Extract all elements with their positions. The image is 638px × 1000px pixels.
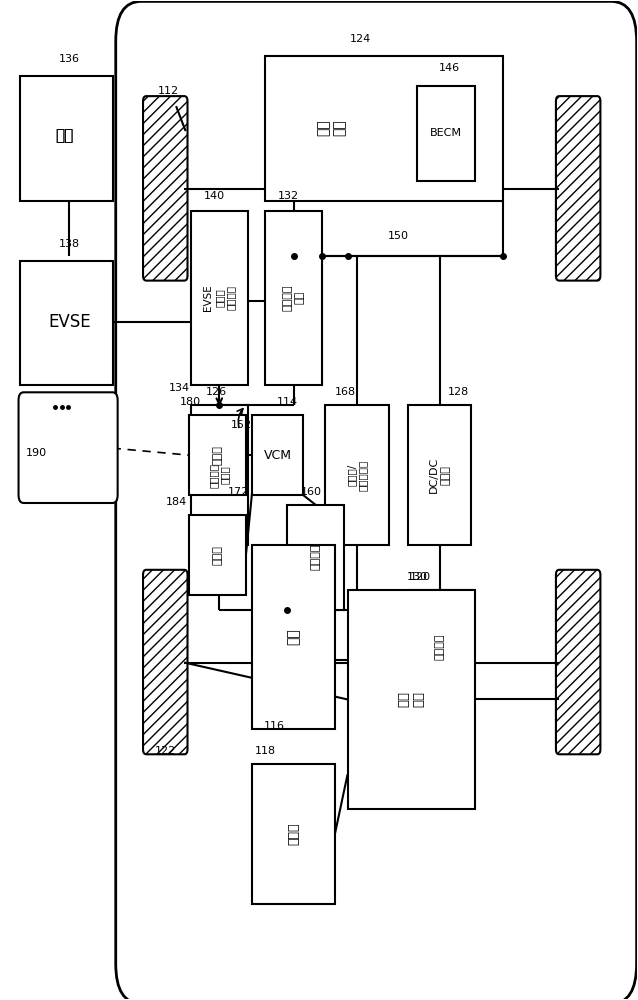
Bar xyxy=(252,545,335,729)
Text: 显示器: 显示器 xyxy=(212,445,223,465)
Text: 118: 118 xyxy=(255,746,276,756)
Text: 电机: 电机 xyxy=(286,628,300,645)
Text: 134: 134 xyxy=(169,383,190,393)
Bar xyxy=(189,415,246,495)
Bar xyxy=(265,211,322,385)
Bar xyxy=(325,405,389,545)
Text: 120: 120 xyxy=(410,572,431,582)
Text: 138: 138 xyxy=(59,239,80,249)
FancyBboxPatch shape xyxy=(143,96,188,281)
Text: EVSE: EVSE xyxy=(48,313,91,331)
Text: 136: 136 xyxy=(59,54,80,64)
Text: BECM: BECM xyxy=(430,128,462,138)
Bar xyxy=(417,86,475,181)
FancyBboxPatch shape xyxy=(19,392,117,503)
Text: 116: 116 xyxy=(264,721,285,731)
Bar xyxy=(252,415,303,495)
Bar xyxy=(265,56,503,201)
Text: 122: 122 xyxy=(154,746,176,756)
Text: 124: 124 xyxy=(350,34,371,44)
Text: 发动机: 发动机 xyxy=(287,823,300,845)
Bar xyxy=(191,405,248,545)
Text: 114: 114 xyxy=(277,397,298,407)
Text: 电力电子
逆变器: 电力电子 逆变器 xyxy=(209,463,230,488)
Bar xyxy=(189,515,246,595)
FancyBboxPatch shape xyxy=(556,96,600,281)
FancyBboxPatch shape xyxy=(115,1,637,1000)
Bar xyxy=(408,590,471,704)
Text: 180: 180 xyxy=(180,397,201,407)
Text: 牵引
电池: 牵引 电池 xyxy=(316,120,347,136)
Text: 146: 146 xyxy=(439,63,460,73)
Text: 电源: 电源 xyxy=(56,129,74,144)
Text: 充电灯: 充电灯 xyxy=(212,545,223,565)
Text: 152: 152 xyxy=(231,420,252,430)
Text: 辅助电池: 辅助电池 xyxy=(434,633,445,660)
Bar xyxy=(252,764,335,904)
Bar xyxy=(287,505,345,610)
Bar xyxy=(20,76,112,201)
Text: DC/DC
转换器: DC/DC 转换器 xyxy=(429,457,450,493)
Bar xyxy=(408,405,471,545)
Text: 电力转换
模块: 电力转换 模块 xyxy=(283,284,304,311)
Text: EVSE
连接器
充电端口: EVSE 连接器 充电端口 xyxy=(203,284,236,311)
Text: 126: 126 xyxy=(205,387,226,397)
Text: 140: 140 xyxy=(204,191,225,201)
Text: 160: 160 xyxy=(301,487,322,497)
Text: 电力负载: 电力负载 xyxy=(311,544,321,570)
Text: 184: 184 xyxy=(165,497,187,507)
Text: 172: 172 xyxy=(228,487,249,497)
Text: 190: 190 xyxy=(26,448,47,458)
Text: 168: 168 xyxy=(335,387,356,397)
Text: 传动
装置: 传动 装置 xyxy=(397,691,425,707)
Text: 132: 132 xyxy=(278,191,299,201)
Bar xyxy=(20,261,112,385)
Text: 128: 128 xyxy=(448,387,470,397)
Text: 电源: 电源 xyxy=(56,129,74,144)
FancyBboxPatch shape xyxy=(556,570,600,754)
Bar xyxy=(348,590,475,809)
Text: 150: 150 xyxy=(388,231,409,241)
FancyBboxPatch shape xyxy=(143,570,188,754)
Bar xyxy=(191,211,248,385)
Text: 112: 112 xyxy=(158,86,179,96)
Text: VCM: VCM xyxy=(263,449,292,462)
Text: 130: 130 xyxy=(407,572,428,582)
Text: 继电器/
电压转换器: 继电器/ 电压转换器 xyxy=(346,459,368,491)
